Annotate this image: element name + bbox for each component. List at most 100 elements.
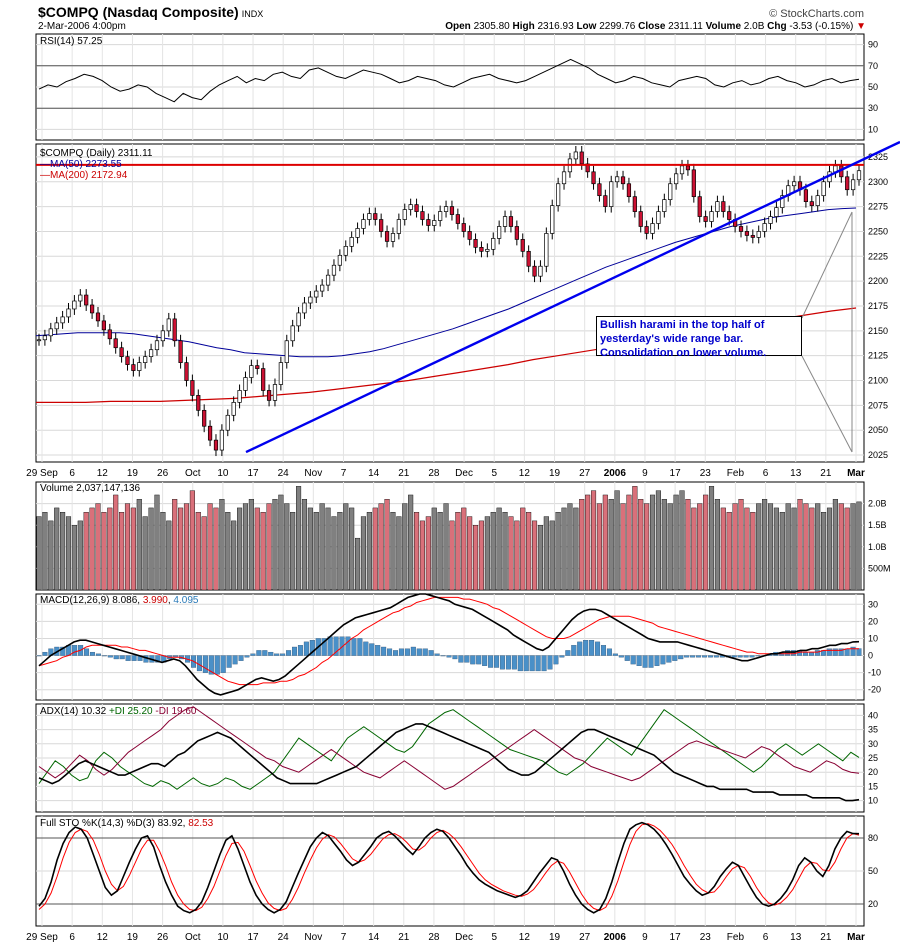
candle-body <box>685 165 691 171</box>
candle-body <box>284 340 289 363</box>
candle-body <box>526 250 531 267</box>
macd-histogram-bar <box>672 655 678 661</box>
volume-bar <box>301 499 308 591</box>
candle-body <box>119 347 124 358</box>
x-tick-label: Oct <box>185 468 201 479</box>
candle-body <box>107 329 112 340</box>
volume-bar <box>649 494 656 591</box>
volume-bar <box>644 503 650 591</box>
candle-body <box>461 223 466 232</box>
macd-panel-y-tick-label: 0 <box>868 651 873 661</box>
candle-body <box>538 265 543 277</box>
macd-histogram-bar <box>814 650 820 656</box>
macd-histogram-bar <box>713 655 719 658</box>
candle-body <box>508 216 514 227</box>
macd-histogram-bar <box>470 655 476 665</box>
candle-body <box>172 318 177 342</box>
volume-bar <box>113 494 119 591</box>
candle-body <box>650 223 655 234</box>
macd-histogram-bar <box>202 655 208 673</box>
candle-body <box>278 362 283 385</box>
volume-bar <box>838 503 844 591</box>
candle-body <box>620 176 626 185</box>
candle-body <box>561 171 567 185</box>
volume-bar <box>602 494 608 591</box>
macd-histogram-bar <box>369 643 375 656</box>
macd-histogram-bar <box>612 653 618 656</box>
candle-body <box>626 183 632 198</box>
macd-histogram-bar <box>832 648 838 656</box>
down-arrow-icon: ▼ <box>856 21 866 32</box>
candle-body <box>750 235 755 238</box>
macd-panel-frame <box>35 593 865 701</box>
volume-bar <box>608 499 614 591</box>
x-tick-label-bottom: 6 <box>69 932 75 943</box>
candle-body <box>349 237 354 247</box>
volume-bar <box>148 507 154 591</box>
volume-bar <box>248 499 254 591</box>
candle-body <box>632 196 637 212</box>
x-tick-label: 28 <box>428 468 440 479</box>
candle-body <box>479 247 484 252</box>
candle-body <box>550 205 555 234</box>
candle-body <box>48 328 53 337</box>
macd-histogram-bar <box>244 655 250 658</box>
candle-body <box>738 226 744 232</box>
volume-bar <box>496 507 502 591</box>
volume-bar <box>83 512 89 591</box>
price-panel-frame <box>35 143 865 463</box>
macd-histogram-bar <box>339 636 345 656</box>
candle-body <box>703 216 708 222</box>
macd-histogram-bar <box>84 648 90 656</box>
x-tick-label-bottom: 27 <box>579 932 591 943</box>
candle-body <box>697 196 702 217</box>
candle-body <box>609 181 614 207</box>
macd-panel-y-tick-label: 20 <box>868 616 878 626</box>
macd-histogram-bar <box>488 655 494 668</box>
volume-bar <box>384 499 390 591</box>
macd-histogram-bar <box>577 641 583 656</box>
candle-body <box>792 181 797 187</box>
volume-bar <box>478 520 484 591</box>
volume-bar <box>425 516 431 591</box>
candle-body <box>803 189 809 202</box>
brand-label[interactable]: © StockCharts.com <box>769 8 864 20</box>
volume-bar <box>449 520 455 591</box>
macd-histogram-bar <box>327 636 333 656</box>
candle-body <box>467 231 472 240</box>
price-panel-y-tick-label: 2225 <box>868 251 888 261</box>
macd-histogram-bar <box>119 655 125 660</box>
high-value: 2316.93 <box>537 21 574 32</box>
volume-bar <box>596 503 602 591</box>
sto-legend: Full STO %K(14,3) %D(3) 83.92, 82.53 <box>40 818 214 829</box>
candle-body <box>715 201 720 212</box>
volume-bar <box>408 494 414 591</box>
volume-bar <box>419 520 425 591</box>
volume-bar <box>349 507 355 591</box>
candle-body <box>184 362 189 381</box>
volume-panel-y-tick-label: 1.5B <box>868 520 887 530</box>
candle-body <box>780 195 785 208</box>
candle-body <box>455 214 460 224</box>
volume-bar <box>655 490 661 591</box>
x-tick-label: Dec <box>455 468 473 479</box>
candle-body <box>355 228 360 238</box>
volume-value: 2.0B <box>743 21 765 32</box>
rsi-legend: RSI(14) 57.25 <box>40 36 103 47</box>
annotation-pointer <box>801 355 853 453</box>
macd-histogram-bar <box>220 655 226 673</box>
x-tick-label: 10 <box>217 468 229 479</box>
volume-bar <box>360 516 367 591</box>
volume-bar <box>738 499 744 591</box>
candle-body <box>78 294 83 302</box>
ma50-legend: —MA(50) 2273.55 <box>40 159 122 170</box>
price-panel-y-tick-label: 2150 <box>868 326 888 336</box>
x-tick-label: 12 <box>519 468 531 479</box>
x-tick-label-bottom: 17 <box>670 932 682 943</box>
adx-panel-y-tick-label: 35 <box>868 725 878 735</box>
volume-bar <box>632 486 638 591</box>
macd-histogram-bar <box>482 655 488 666</box>
adx-line <box>38 723 860 802</box>
volume-bar <box>307 507 313 591</box>
candle-body <box>520 239 525 252</box>
